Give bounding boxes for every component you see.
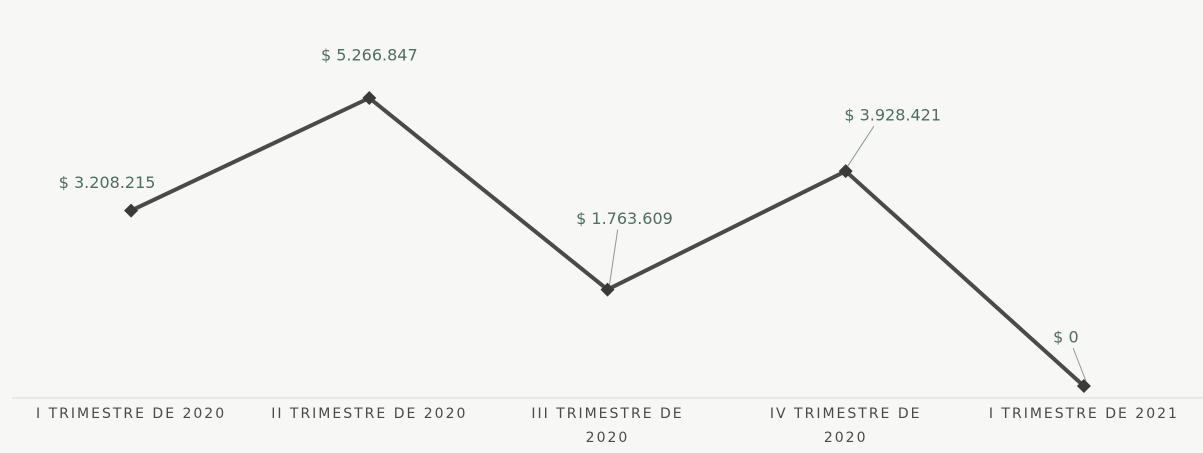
data-line	[130, 96, 1086, 388]
leader-line	[847, 125, 875, 167]
data-label: $ 3.928.421	[844, 106, 941, 125]
data-label: $ 5.266.847	[321, 46, 418, 65]
data-label: $ 1.763.609	[576, 209, 673, 228]
data-label: $ 3.208.215	[59, 173, 156, 192]
x-tick-label: IV TRIMESTRE DE 2020	[769, 406, 922, 446]
data-label: $ 0	[1053, 328, 1078, 347]
x-tick-label: III TRIMESTRE DE 2020	[531, 406, 684, 446]
data-point	[600, 282, 615, 297]
data-point	[1076, 379, 1091, 393]
leader-line	[1072, 347, 1087, 382]
data-point	[124, 203, 139, 218]
leader-line	[609, 229, 619, 285]
x-tick-label: I TRIMESTRE DE 2021	[988, 406, 1179, 422]
data-point	[838, 164, 853, 179]
x-tick-label: II TRIMESTRE DE 2020	[271, 406, 468, 422]
x-tick-label: I TRIMESTRE DE 2020	[36, 406, 227, 422]
data-point	[362, 91, 377, 105]
